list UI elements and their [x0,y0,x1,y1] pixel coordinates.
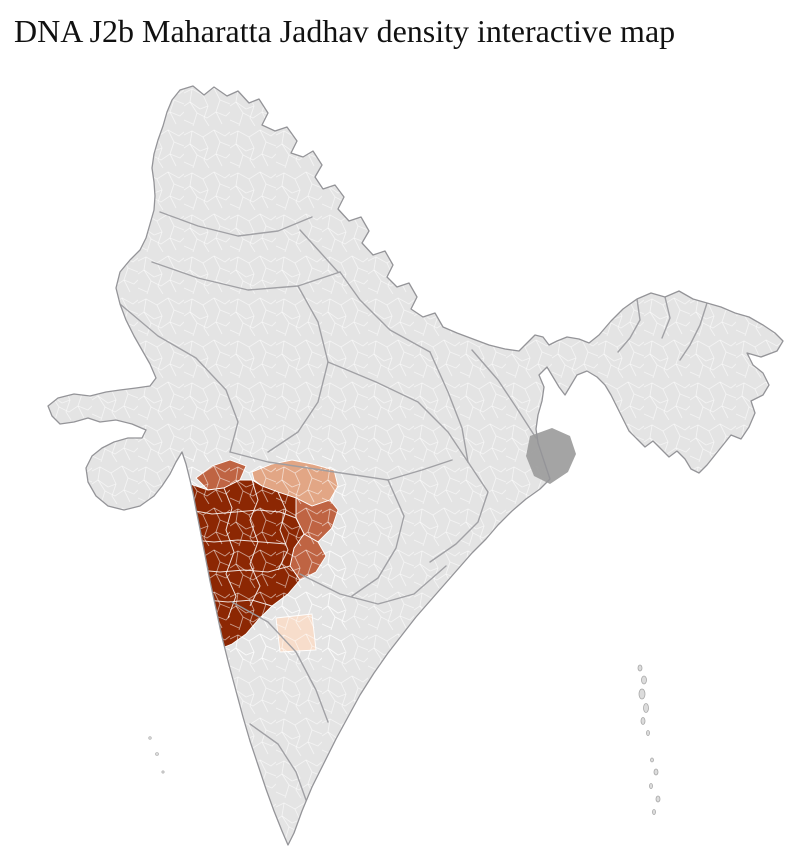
india-outline [47,85,784,846]
andaman-nicobar-islands[interactable] [637,664,661,815]
cluster-borders-overlay [180,455,345,660]
page-title: DNA J2b Maharatta Jadhav density interac… [14,13,676,49]
district-borders-overlay [48,86,783,845]
state-borders [119,211,708,801]
lakshadweep-islands[interactable] [148,736,165,774]
